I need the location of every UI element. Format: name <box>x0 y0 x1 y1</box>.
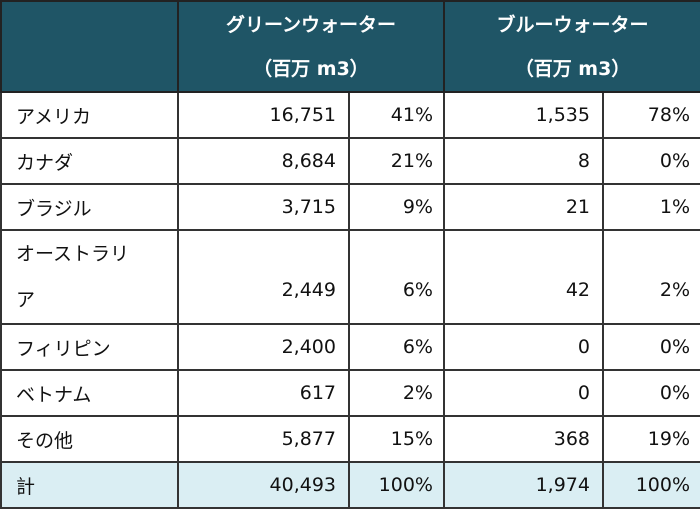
blue-pct: 1% <box>601 183 700 231</box>
blue-pct: 19% <box>601 415 700 463</box>
green-value: 617 <box>177 369 350 417</box>
country-name: フィリピン <box>0 323 179 371</box>
total-row: 計 40,493 100% 1,974 100% <box>0 461 700 509</box>
green-value: 8,684 <box>177 137 350 185</box>
total-blue-value: 1,974 <box>443 461 604 509</box>
total-green-pct: 100% <box>348 461 445 509</box>
green-pct: 21% <box>348 137 445 185</box>
header-blue-unit: （百万 m3） <box>514 57 631 80</box>
table-row: その他 5,877 15% 368 19% <box>0 415 700 463</box>
country-name-line2: ア <box>16 289 36 311</box>
blue-value: 0 <box>443 369 604 417</box>
country-name-line1: オーストラリ <box>16 243 130 265</box>
blue-value: 368 <box>443 415 604 463</box>
header-green-water: グリーンウォーター （百万 m3） <box>177 0 445 93</box>
country-name: ベトナム <box>0 369 179 417</box>
green-pct: 6% <box>348 323 445 371</box>
green-value: 2,400 <box>177 323 350 371</box>
green-pct: 41% <box>348 91 445 139</box>
country-name: アメリカ <box>0 91 179 139</box>
table-row: カナダ 8,684 21% 8 0% <box>0 137 700 185</box>
green-pct: 2% <box>348 369 445 417</box>
blue-pct: 0% <box>601 137 700 185</box>
blue-pct: 2% <box>601 229 700 325</box>
blue-value: 21 <box>443 183 604 231</box>
blue-value: 42 <box>443 229 604 325</box>
country-name: オーストラリ ア <box>0 229 179 325</box>
header-green-title: グリーンウォーター <box>225 13 397 36</box>
green-pct: 6% <box>348 229 445 325</box>
blue-value: 0 <box>443 323 604 371</box>
header-blue-title: ブルーウォーター <box>496 13 649 36</box>
total-blue-pct: 100% <box>601 461 700 509</box>
country-name: カナダ <box>0 137 179 185</box>
blue-value: 8 <box>443 137 604 185</box>
green-value: 5,877 <box>177 415 350 463</box>
table-row: オーストラリ ア 2,449 6% 42 2% <box>0 229 700 325</box>
total-green-value: 40,493 <box>177 461 350 509</box>
green-pct: 9% <box>348 183 445 231</box>
header-green-unit: （百万 m3） <box>253 57 369 80</box>
header-row: グリーンウォーター （百万 m3） ブルーウォーター （百万 m3） <box>0 0 700 93</box>
blue-pct: 0% <box>601 369 700 417</box>
green-value: 2,449 <box>177 229 350 325</box>
country-name: ブラジル <box>0 183 179 231</box>
country-name: その他 <box>0 415 179 463</box>
total-label: 計 <box>0 461 179 509</box>
table-row: フィリピン 2,400 6% 0 0% <box>0 323 700 371</box>
header-blank-cell <box>0 0 179 93</box>
blue-pct: 78% <box>601 91 700 139</box>
table-row: アメリカ 16,751 41% 1,535 78% <box>0 91 700 139</box>
header-blue-water: ブルーウォーター （百万 m3） <box>442 0 700 93</box>
table-row: ベトナム 617 2% 0 0% <box>0 369 700 417</box>
green-value: 16,751 <box>177 91 350 139</box>
blue-pct: 0% <box>601 323 700 371</box>
green-value: 3,715 <box>177 183 350 231</box>
blue-value: 1,535 <box>443 91 604 139</box>
green-pct: 15% <box>348 415 445 463</box>
table-row: ブラジル 3,715 9% 21 1% <box>0 183 700 231</box>
